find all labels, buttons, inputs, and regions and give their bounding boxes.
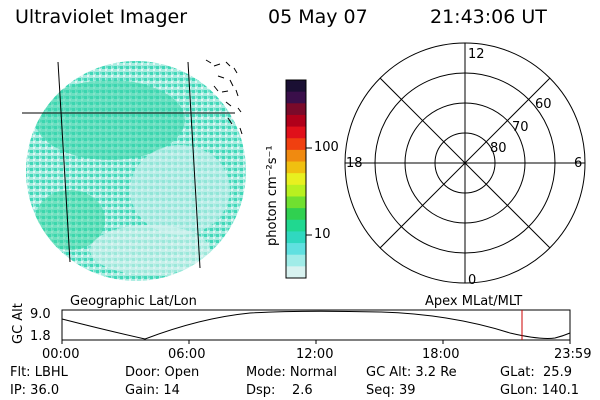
date-label: 05 May 07: [268, 6, 368, 28]
colorbar-band: [286, 91, 306, 104]
colorbar-band: [286, 114, 306, 128]
apex-panel-label: Apex MLat/MLT: [425, 294, 523, 309]
info-dsp: Dsp: 2.6: [246, 383, 313, 398]
mlat-label-60: 60: [535, 97, 552, 112]
colorbar-band: [286, 161, 306, 174]
mlat-label-70: 70: [512, 120, 529, 135]
coastline: [205, 59, 243, 135]
info-gc-alt: GC Alt: 3.2 Re: [366, 365, 457, 380]
mlt-label-18: 18: [346, 156, 363, 171]
time-label: 21:43:06 UT: [430, 6, 547, 28]
orbit-xtick: 23:59: [554, 347, 592, 362]
info-seq: Seq: 39: [366, 383, 416, 398]
colorbar-band: [286, 184, 306, 197]
colorbar-frame: [285, 79, 307, 279]
colorbar-band: [286, 231, 306, 244]
colorbar-band: [286, 266, 306, 279]
colorbar-band: [286, 243, 306, 256]
info-glon: GLon: 140.1: [500, 383, 580, 398]
earth-disk: [26, 61, 246, 281]
orbit-xtick: 00:00: [42, 347, 80, 362]
orbit-xtick: 06:00: [168, 347, 206, 362]
mlt-label-0: 0: [468, 273, 477, 288]
orbit-altitude-curve: [61, 310, 571, 340]
colorbar-band: [286, 208, 306, 221]
colorbar-band: [286, 254, 306, 267]
colorbar-band: [286, 219, 306, 232]
colorbar-tick-label: 10: [314, 227, 331, 242]
colorbar-band: [286, 103, 306, 116]
info-gain: Gain: 14: [125, 383, 180, 398]
colorbar-gradient: [286, 80, 306, 279]
orbit-ytick: 9.0: [30, 307, 51, 322]
colorbar-band: [286, 196, 306, 209]
orbit-xtick: 18:00: [422, 347, 460, 362]
mlat-label-80: 80: [490, 141, 507, 156]
geo-panel-label: Geographic Lat/Lon: [70, 294, 197, 309]
orbit-ytick: 1.8: [30, 329, 51, 344]
info-filter: Flt: LBHL: [10, 365, 68, 380]
orbit-plot-frame: [61, 309, 571, 341]
mlt-label-6: 6: [574, 156, 583, 171]
info-mode: Mode: Normal: [246, 365, 337, 380]
mlt-label-12: 12: [468, 47, 485, 62]
colorbar-band: [286, 173, 306, 186]
orbit-xtick: 12:00: [296, 347, 334, 362]
geo-grid: [22, 61, 235, 269]
orbit-ylabel: GC Alt: [11, 303, 26, 344]
info-door: Door: Open: [125, 365, 200, 380]
colorbar-band: [286, 80, 306, 93]
polar-grid: [344, 42, 586, 284]
colorbar-band: [286, 149, 306, 163]
instrument-title: Ultraviolet Imager: [15, 6, 188, 28]
info-ip: IP: 36.0: [10, 383, 60, 398]
colorbar-band: [286, 126, 306, 139]
colorbar-tick-label: 100: [314, 140, 339, 155]
colorbar-band: [286, 138, 306, 151]
orbit-x-ticks: [61, 340, 571, 344]
info-glat: GLat: 25.9: [500, 365, 572, 380]
